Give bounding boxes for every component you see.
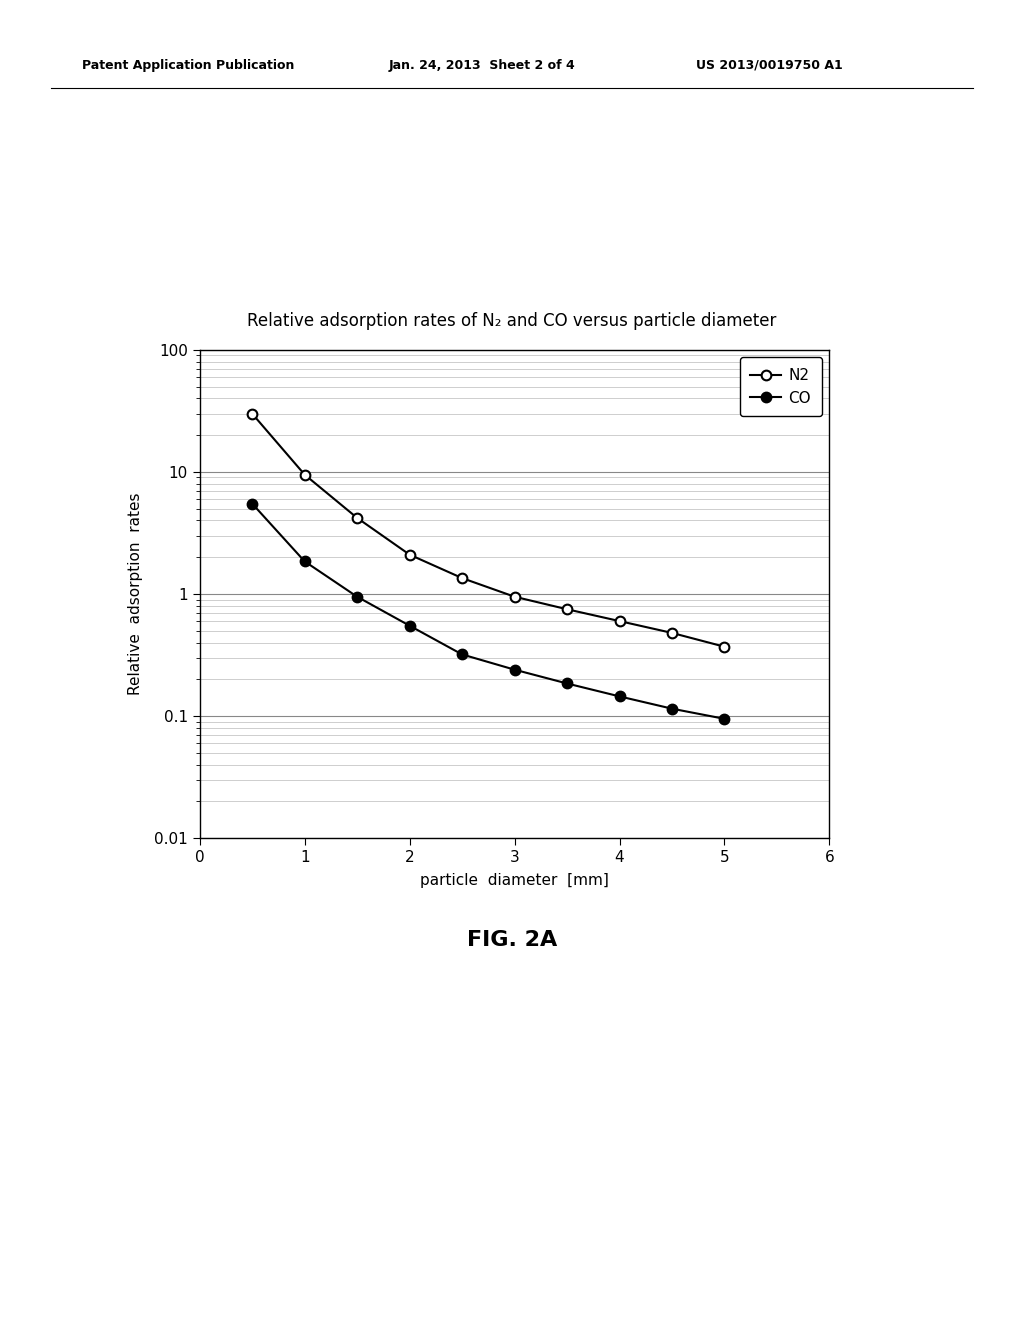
CO	[613, 689, 626, 705]
X-axis label: particle  diameter  [mm]: particle diameter [mm]	[420, 874, 609, 888]
N2	[456, 570, 468, 586]
CO	[403, 618, 416, 634]
N2	[666, 624, 678, 640]
CO	[508, 661, 520, 677]
CO	[246, 496, 258, 512]
N2	[613, 614, 626, 630]
N2	[508, 589, 520, 605]
N2	[299, 467, 311, 483]
CO	[351, 589, 364, 605]
Y-axis label: Relative  adsorption  rates: Relative adsorption rates	[128, 492, 143, 696]
N2	[351, 510, 364, 525]
Text: FIG. 2A: FIG. 2A	[467, 931, 557, 950]
Text: Jan. 24, 2013  Sheet 2 of 4: Jan. 24, 2013 Sheet 2 of 4	[389, 58, 575, 71]
CO	[719, 711, 731, 727]
Line: N2: N2	[248, 409, 729, 652]
CO	[299, 553, 311, 569]
CO	[456, 647, 468, 663]
N2	[403, 546, 416, 562]
N2	[561, 602, 573, 618]
CO	[561, 676, 573, 692]
N2	[246, 405, 258, 421]
Line: CO: CO	[248, 499, 729, 723]
Legend: N2, CO: N2, CO	[739, 358, 822, 417]
Text: Relative adsorption rates of N₂ and CO versus particle diameter: Relative adsorption rates of N₂ and CO v…	[248, 312, 776, 330]
Text: Patent Application Publication: Patent Application Publication	[82, 58, 294, 71]
Text: US 2013/0019750 A1: US 2013/0019750 A1	[696, 58, 843, 71]
N2	[719, 639, 731, 655]
CO	[666, 701, 678, 717]
